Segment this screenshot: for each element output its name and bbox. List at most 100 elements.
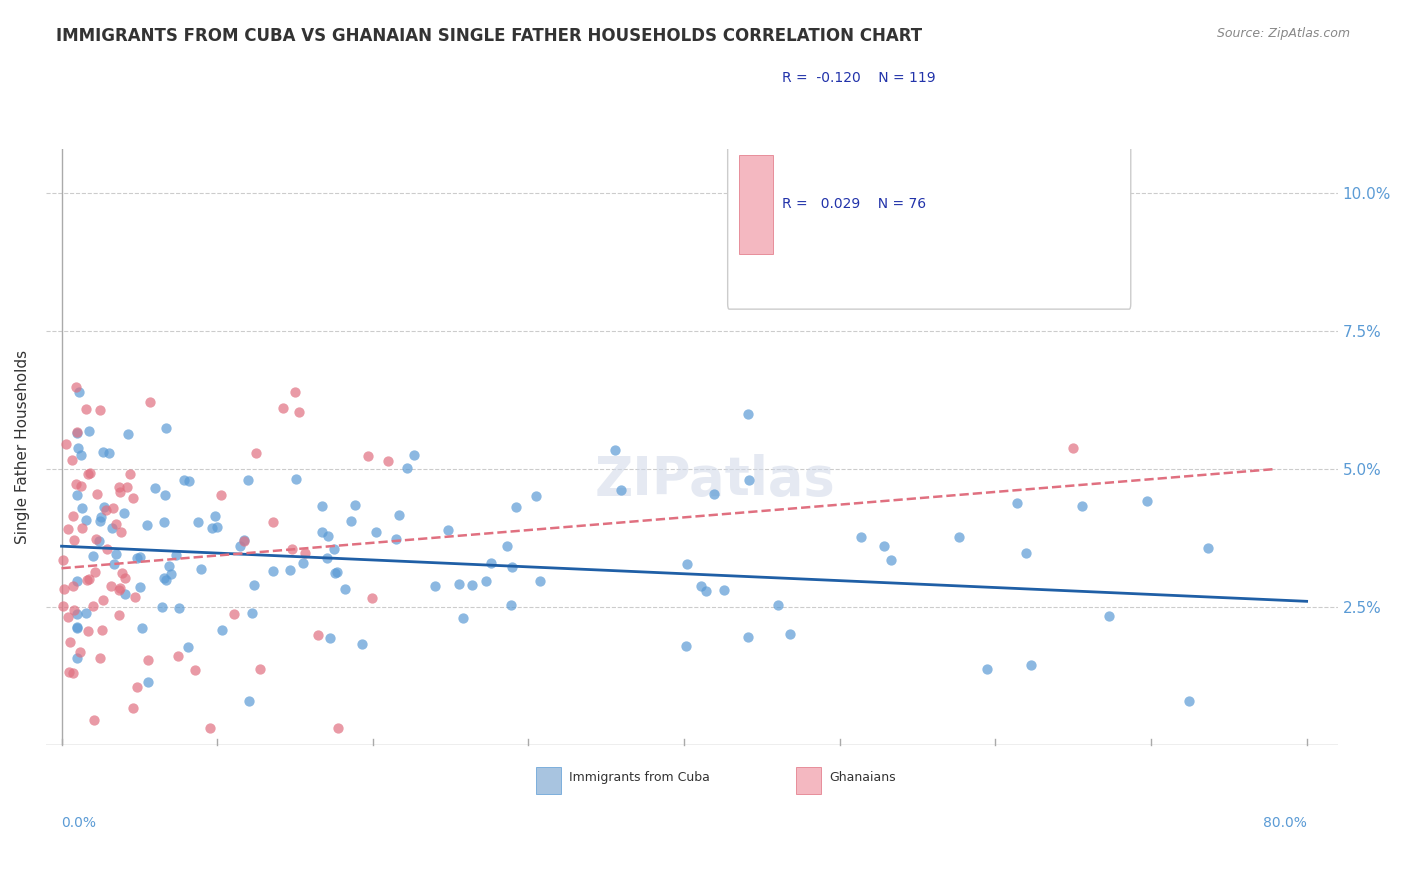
Point xyxy=(79,466,101,480)
Point xyxy=(155,574,177,588)
Point xyxy=(183,663,205,677)
Point xyxy=(165,548,187,562)
Text: Immigrants from Cuba: Immigrants from Cuba xyxy=(569,772,710,784)
Point xyxy=(284,384,307,399)
Point xyxy=(294,546,316,560)
Point xyxy=(122,491,145,505)
Point xyxy=(84,566,107,580)
Point xyxy=(1135,493,1157,508)
Point xyxy=(104,547,127,561)
Point xyxy=(461,578,484,592)
Point xyxy=(233,533,256,548)
Point xyxy=(66,425,89,440)
Point xyxy=(285,472,308,486)
Point xyxy=(703,486,725,500)
Point xyxy=(236,473,259,487)
Point xyxy=(66,650,89,665)
Point xyxy=(357,449,380,463)
Text: Source: ZipAtlas.com: Source: ZipAtlas.com xyxy=(1216,27,1350,40)
Point xyxy=(117,480,139,494)
Point xyxy=(169,600,191,615)
Point xyxy=(62,666,84,681)
Point xyxy=(229,540,252,554)
Point xyxy=(395,461,418,475)
Point xyxy=(86,486,108,500)
Point xyxy=(318,631,340,645)
Point xyxy=(377,454,399,468)
Point xyxy=(58,665,80,679)
Point xyxy=(262,516,284,530)
Point xyxy=(1098,608,1121,623)
Point xyxy=(93,500,115,514)
Point xyxy=(176,640,198,654)
Point xyxy=(198,721,221,735)
Point xyxy=(97,446,120,460)
Point xyxy=(135,517,157,532)
Point xyxy=(108,484,131,499)
Point xyxy=(364,524,387,539)
Point xyxy=(1015,546,1038,560)
Point xyxy=(316,529,339,543)
Point xyxy=(66,607,89,621)
Point xyxy=(695,584,717,599)
Point xyxy=(436,523,458,537)
Point xyxy=(779,627,801,641)
Point xyxy=(67,384,90,399)
Point xyxy=(69,644,91,658)
Point xyxy=(328,721,350,735)
Point xyxy=(70,479,93,493)
Point xyxy=(1178,693,1201,707)
Point xyxy=(65,477,87,491)
Point xyxy=(291,556,314,570)
Point xyxy=(117,427,139,442)
Point xyxy=(1005,496,1028,510)
Point xyxy=(326,565,349,579)
Bar xyxy=(738,28,773,128)
Point xyxy=(278,563,301,577)
Point xyxy=(89,509,111,524)
Point xyxy=(738,473,761,487)
Point xyxy=(65,379,87,393)
Point xyxy=(131,621,153,635)
Point xyxy=(62,579,84,593)
Point xyxy=(209,488,232,502)
Point xyxy=(66,621,89,635)
Point xyxy=(60,453,83,467)
Point xyxy=(976,662,998,676)
Point xyxy=(177,475,200,489)
Point xyxy=(93,445,115,459)
Point xyxy=(249,662,271,676)
Point xyxy=(75,402,97,417)
Point xyxy=(873,539,896,553)
Text: ZIPatlas: ZIPatlas xyxy=(595,454,835,506)
Point xyxy=(89,402,111,417)
Point xyxy=(55,436,77,450)
Point xyxy=(153,515,176,529)
Point xyxy=(768,598,790,612)
Point xyxy=(245,445,267,459)
Point xyxy=(737,630,759,644)
Point xyxy=(360,591,382,605)
Point xyxy=(110,581,132,595)
Point xyxy=(89,533,111,548)
Point xyxy=(128,549,150,564)
Point xyxy=(114,571,136,585)
Bar xyxy=(738,155,773,254)
Point xyxy=(59,634,82,648)
Point xyxy=(62,533,84,547)
Point xyxy=(52,599,75,614)
Point xyxy=(335,582,357,596)
Point xyxy=(340,515,363,529)
Point xyxy=(101,500,124,515)
Point xyxy=(690,579,713,593)
Point xyxy=(82,599,104,614)
Point xyxy=(167,649,190,664)
Point xyxy=(56,522,79,536)
Point xyxy=(713,583,735,598)
Point xyxy=(53,582,76,596)
Point xyxy=(52,553,75,567)
Point xyxy=(108,480,131,494)
Point xyxy=(529,574,551,588)
Point xyxy=(75,606,97,620)
Point xyxy=(155,421,177,435)
